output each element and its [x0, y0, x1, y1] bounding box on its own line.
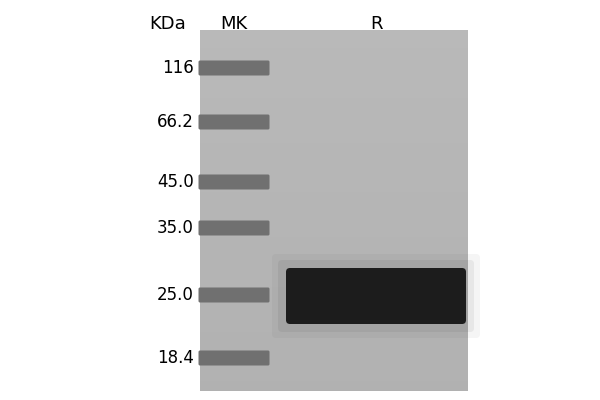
Bar: [200, 188, 468, 192]
Bar: [200, 309, 468, 314]
Bar: [200, 354, 468, 359]
Bar: [200, 282, 468, 287]
Bar: [200, 376, 468, 382]
Bar: [200, 48, 468, 53]
Text: 116: 116: [162, 59, 194, 77]
Bar: [200, 34, 468, 40]
Bar: [200, 358, 468, 364]
Bar: [200, 70, 468, 76]
Bar: [200, 192, 468, 197]
Bar: [200, 170, 468, 174]
FancyBboxPatch shape: [286, 268, 466, 324]
Bar: [200, 268, 468, 274]
Bar: [200, 286, 468, 292]
Bar: [200, 291, 468, 296]
Bar: [200, 84, 468, 89]
Bar: [200, 336, 468, 341]
FancyBboxPatch shape: [199, 350, 269, 366]
Bar: [200, 116, 468, 120]
Bar: [200, 386, 468, 390]
FancyBboxPatch shape: [199, 174, 269, 190]
Bar: [200, 44, 468, 48]
Bar: [200, 111, 468, 116]
Bar: [200, 322, 468, 328]
Bar: [200, 300, 468, 305]
Bar: [200, 75, 468, 80]
FancyBboxPatch shape: [199, 288, 269, 302]
Bar: [200, 224, 468, 228]
Bar: [200, 52, 468, 58]
Text: MK: MK: [220, 15, 248, 33]
Bar: [200, 106, 468, 112]
Bar: [200, 350, 468, 354]
Bar: [200, 120, 468, 125]
Bar: [200, 39, 468, 44]
Bar: [200, 165, 468, 170]
Bar: [200, 340, 468, 346]
Bar: [200, 156, 468, 161]
Bar: [200, 201, 468, 206]
Bar: [200, 160, 468, 166]
Bar: [200, 30, 468, 35]
Bar: [200, 327, 468, 332]
Bar: [200, 147, 468, 152]
Bar: [200, 332, 468, 336]
Bar: [200, 363, 468, 368]
Text: 66.2: 66.2: [157, 113, 194, 131]
FancyBboxPatch shape: [199, 114, 269, 130]
Bar: [200, 138, 468, 143]
Text: 25.0: 25.0: [157, 286, 194, 304]
Bar: [200, 273, 468, 278]
Text: 18.4: 18.4: [157, 349, 194, 367]
Bar: [200, 372, 468, 377]
Bar: [200, 88, 468, 94]
Bar: [200, 152, 468, 156]
Text: 45.0: 45.0: [157, 173, 194, 191]
Text: R: R: [370, 15, 382, 33]
Bar: [200, 264, 468, 269]
Bar: [200, 314, 468, 318]
Bar: [200, 237, 468, 242]
Bar: [200, 246, 468, 251]
Bar: [200, 260, 468, 264]
Bar: [200, 345, 468, 350]
Bar: [200, 250, 468, 256]
Bar: [200, 214, 468, 220]
Bar: [200, 232, 468, 238]
Bar: [200, 98, 468, 102]
Text: 35.0: 35.0: [157, 219, 194, 237]
Bar: [200, 219, 468, 224]
Bar: [200, 296, 468, 300]
Bar: [200, 178, 468, 184]
FancyBboxPatch shape: [199, 220, 269, 236]
Bar: [200, 134, 468, 138]
Bar: [200, 57, 468, 62]
Bar: [200, 174, 468, 179]
Bar: [200, 80, 468, 84]
Bar: [200, 142, 468, 148]
FancyBboxPatch shape: [199, 60, 269, 76]
FancyBboxPatch shape: [272, 254, 480, 338]
Text: KDa: KDa: [149, 15, 187, 33]
Bar: [200, 381, 468, 386]
Bar: [200, 66, 468, 71]
Bar: [200, 206, 468, 210]
Bar: [200, 210, 468, 215]
Bar: [200, 242, 468, 246]
FancyBboxPatch shape: [278, 260, 474, 332]
Bar: [200, 129, 468, 134]
Bar: [200, 228, 468, 233]
Bar: [200, 124, 468, 130]
Bar: [200, 62, 468, 66]
Bar: [200, 93, 468, 98]
Bar: [200, 102, 468, 107]
Bar: [200, 368, 468, 372]
Bar: [200, 255, 468, 260]
Bar: [200, 278, 468, 282]
Bar: [200, 304, 468, 310]
Bar: [200, 183, 468, 188]
Bar: [200, 196, 468, 202]
Bar: [200, 318, 468, 323]
